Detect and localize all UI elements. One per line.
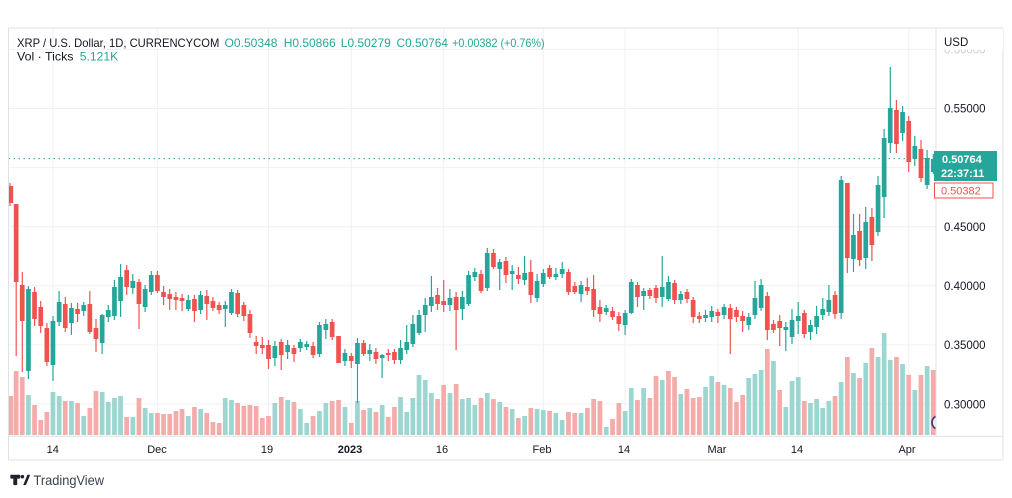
svg-text:16: 16	[436, 444, 448, 456]
svg-text:Vol · Ticks: Vol · Ticks	[17, 50, 74, 64]
svg-text:2023: 2023	[338, 444, 362, 456]
svg-text:C0.50764: C0.50764	[397, 36, 449, 50]
svg-text:Mar: Mar	[708, 444, 727, 456]
svg-text:Feb: Feb	[533, 444, 552, 456]
svg-text:5.121K: 5.121K	[80, 50, 119, 64]
svg-text:0.55000: 0.55000	[944, 104, 986, 116]
svg-text:Dec: Dec	[147, 444, 167, 456]
svg-text:0.45000: 0.45000	[944, 222, 986, 234]
svg-text:0.50764: 0.50764	[942, 154, 983, 166]
svg-text:+0.00382 (+0.76%): +0.00382 (+0.76%)	[452, 36, 544, 50]
svg-text:14: 14	[618, 444, 630, 456]
svg-text:0.50382: 0.50382	[941, 186, 981, 198]
svg-text:USD: USD	[944, 37, 968, 49]
svg-text:0.35000: 0.35000	[944, 340, 986, 352]
svg-text:14: 14	[47, 444, 59, 456]
svg-text:0.40000: 0.40000	[944, 281, 986, 293]
svg-text:0.30000: 0.30000	[944, 399, 986, 411]
svg-text:H0.50866: H0.50866	[284, 36, 336, 50]
svg-text:19: 19	[261, 444, 273, 456]
svg-text:TradingView: TradingView	[34, 473, 105, 488]
svg-text:Apr: Apr	[898, 444, 915, 456]
svg-text:O0.50348: O0.50348	[225, 36, 278, 50]
svg-text:22:37:11: 22:37:11	[941, 168, 984, 180]
svg-text:14: 14	[791, 444, 803, 456]
svg-text:XRP / U.S. Dollar, 1D, CURRENC: XRP / U.S. Dollar, 1D, CURRENCYCOM	[17, 36, 219, 50]
svg-text:L0.50279: L0.50279	[341, 36, 391, 50]
